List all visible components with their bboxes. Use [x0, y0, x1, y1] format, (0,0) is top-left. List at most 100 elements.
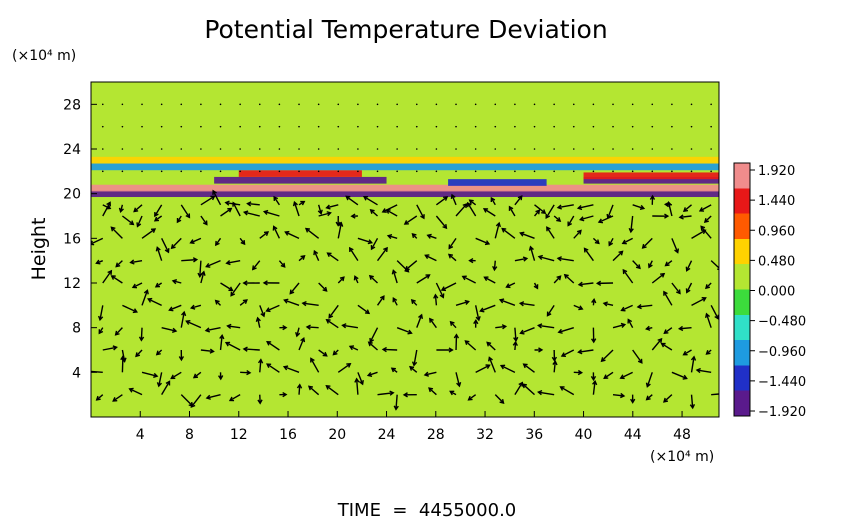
wind-dot	[415, 125, 418, 128]
wind-dot	[710, 170, 712, 173]
wind-arrow	[553, 361, 556, 373]
wind-arrow	[225, 201, 241, 206]
wind-arrowhead	[637, 358, 643, 364]
wind-arrow	[578, 349, 594, 353]
wind-arrowhead	[390, 367, 396, 373]
x-tick-label: 40	[575, 427, 593, 443]
wind-arrowhead	[106, 201, 111, 207]
wind-arrowhead	[393, 405, 399, 411]
wind-arrowhead	[591, 298, 597, 304]
wind-arrow	[425, 254, 437, 262]
wind-dot	[651, 103, 654, 106]
wind-arrowhead	[425, 274, 431, 279]
wind-arrowhead	[154, 282, 161, 288]
wind-dot	[141, 148, 143, 150]
wind-dot	[474, 148, 477, 150]
wind-dot	[141, 170, 143, 173]
wind-dot	[455, 170, 457, 173]
wind-arrow	[112, 394, 123, 402]
wind-arrowhead	[505, 283, 511, 289]
time-label: TIME = 4455000.0	[337, 500, 517, 519]
wind-arrow	[110, 226, 123, 239]
wind-arrow	[212, 190, 222, 206]
wind-arrow	[229, 394, 241, 402]
wind-arrowhead	[106, 204, 112, 210]
wind-arrowhead	[170, 244, 176, 250]
wind-arrow	[396, 327, 412, 334]
wind-arrowhead	[110, 226, 116, 232]
wind-arrowhead	[328, 313, 334, 319]
wind-arrow	[313, 250, 320, 261]
wind-arrowhead	[533, 284, 539, 290]
wind-arrow	[612, 323, 625, 329]
wind-arrowhead	[485, 364, 491, 370]
colorbar-tick-label: −1.440	[758, 375, 806, 390]
wind-arrow	[557, 257, 574, 262]
y-axis-ticks: 4 8 12 16 20 24 28	[63, 97, 97, 381]
wind-arrowhead	[546, 226, 551, 232]
wind-arrow	[441, 282, 457, 291]
wind-arrowhead	[362, 196, 369, 201]
wind-arrowhead	[379, 295, 385, 301]
wind-dot	[514, 170, 516, 173]
wind-arrowhead	[176, 218, 182, 224]
wind-arrowhead	[300, 336, 306, 343]
y-tick-label: 24	[63, 142, 81, 158]
wind-arrowhead	[682, 207, 689, 213]
wind-arrowhead	[168, 306, 174, 312]
wind-arrowhead	[273, 195, 279, 201]
wind-arrowhead	[682, 350, 688, 356]
wind-arrow	[691, 297, 706, 306]
wind-arrow	[141, 228, 156, 239]
wind-arrowhead	[310, 357, 315, 363]
wind-arrow	[395, 394, 398, 410]
wind-arrow	[592, 381, 596, 395]
wind-arrow	[121, 349, 126, 362]
wind-arrowhead	[590, 338, 597, 344]
wind-arrow	[529, 246, 536, 261]
wind-arrowhead	[495, 221, 501, 228]
wind-arrow	[305, 228, 320, 239]
colorbar-tick-label: 1.440	[758, 194, 795, 209]
wind-arrow	[357, 304, 370, 314]
wind-arrowhead	[147, 297, 153, 303]
wind-dot	[239, 125, 241, 128]
wind-arrow	[140, 327, 143, 341]
wind-dot	[592, 148, 595, 150]
wind-arrowhead	[240, 239, 246, 246]
wind-arrow	[370, 237, 379, 250]
wind-arrowhead	[381, 346, 387, 353]
wind-arrowhead	[189, 304, 196, 310]
wind-arrowhead	[420, 214, 425, 220]
wind-arrowhead	[440, 286, 447, 292]
wind-arrow	[136, 215, 143, 227]
wind-dot	[710, 148, 712, 150]
wind-arrowhead	[508, 205, 514, 211]
wind-dot	[278, 170, 281, 173]
wind-arrow	[612, 250, 623, 262]
wind-arrow	[200, 349, 214, 353]
wind-arrowhead	[112, 397, 118, 402]
wind-arrow	[686, 260, 693, 271]
wind-arrow	[621, 304, 633, 312]
wind-arrow	[578, 204, 594, 209]
wind-arrow	[663, 327, 673, 334]
wind-arrowhead	[317, 209, 323, 215]
plot-area	[90, 81, 720, 418]
wind-dot	[278, 125, 281, 128]
wind-arrowhead	[464, 340, 470, 346]
wind-arrowhead	[325, 204, 331, 210]
wind-arrowhead	[272, 225, 278, 231]
wind-arrow	[326, 385, 339, 396]
wind-arrowhead	[345, 195, 351, 201]
wind-arrow	[349, 247, 359, 262]
wind-dot	[553, 148, 555, 150]
wind-arrow	[161, 326, 177, 332]
wind-arrowhead	[473, 318, 479, 325]
colorbar-tick-label: −0.960	[758, 345, 806, 360]
wind-arrow	[429, 318, 437, 329]
wind-arrow	[310, 358, 320, 373]
wind-arrow	[578, 282, 594, 286]
wind-dot	[337, 103, 340, 106]
wind-arrow	[161, 238, 170, 253]
